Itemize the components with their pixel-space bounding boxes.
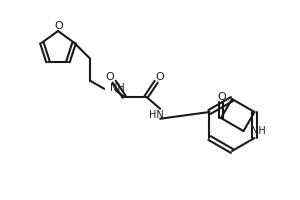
Text: NH: NH (110, 83, 125, 93)
Text: O: O (106, 72, 115, 82)
Text: O: O (55, 21, 63, 31)
Text: HN: HN (149, 110, 164, 120)
Text: NH: NH (250, 126, 265, 136)
Text: O: O (156, 72, 164, 82)
Text: O: O (218, 92, 226, 102)
